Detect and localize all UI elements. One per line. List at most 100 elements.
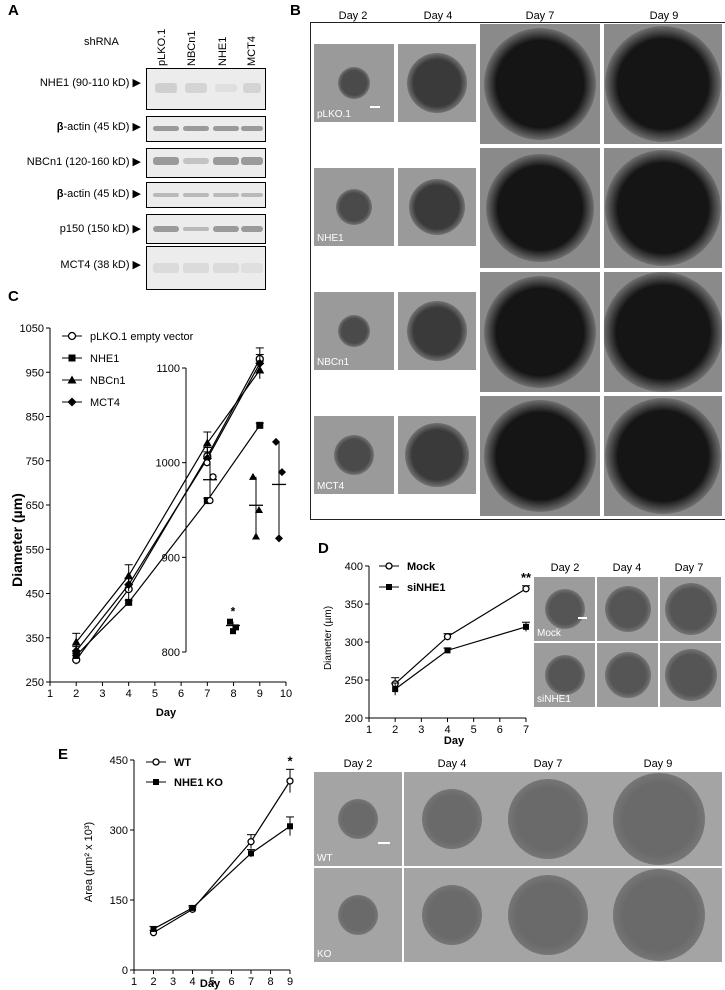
series-line — [75, 425, 261, 656]
legend-marker — [152, 758, 160, 766]
inset-data-point — [252, 532, 260, 540]
spheroid — [336, 189, 372, 225]
y-tick-label: 350 — [345, 599, 363, 611]
series-line — [75, 363, 261, 652]
x-tick-label: 4 — [126, 688, 132, 700]
panel-e-day2-header: Day 2 — [343, 758, 373, 770]
tile-label: NHE1 — [317, 233, 344, 244]
panel-e-ylabel: Area (µm² x 10³) — [83, 822, 95, 902]
panel-a-label: A — [8, 2, 19, 19]
spheroid — [407, 301, 467, 361]
inset-data-point — [203, 459, 211, 467]
data-point — [392, 686, 399, 693]
panel-b-image-plko1-day2: pLKO.1 — [314, 44, 394, 122]
y-tick-label: 550 — [26, 544, 44, 556]
blot-label-nhe1: NHE1 (90-110 kD) ▶ — [39, 77, 141, 89]
inset-data-point — [227, 618, 233, 625]
panel-d-image-mock-day2: Mock — [534, 577, 595, 641]
spheroid — [613, 869, 705, 961]
y-tick-label: 250 — [26, 677, 44, 689]
panel-d-ylabel: Diameter (µm) — [323, 606, 334, 670]
panel-c-label: C — [8, 288, 19, 305]
blot-p150 — [146, 214, 266, 244]
lane-label-mct4: MCT4 — [246, 36, 258, 66]
data-point — [71, 646, 81, 656]
data-point — [444, 647, 451, 654]
x-tick-label: 6 — [228, 976, 234, 988]
spheroid — [405, 423, 469, 487]
legend-entry: NHE1 — [90, 353, 119, 365]
panel-b-image-nhe1-day2: NHE1 — [314, 168, 394, 246]
shrna-label: shRNA — [84, 36, 119, 48]
blot-label-mct4: MCT4 (38 kD) ▶ — [60, 259, 141, 271]
legend-marker — [68, 354, 76, 362]
legend-marker — [385, 562, 393, 570]
tile-label: siNHE1 — [537, 694, 571, 705]
spheroid — [604, 272, 722, 392]
x-tick-label: 1 — [366, 724, 372, 736]
legend-marker — [67, 331, 77, 341]
x-tick-label: 5 — [471, 724, 477, 736]
spheroid — [484, 400, 596, 512]
spheroid — [604, 586, 651, 632]
panel-b-label: B — [290, 2, 301, 19]
spheroid — [605, 398, 721, 514]
inset-y-tick-label: 800 — [162, 647, 180, 659]
panel-d-day7-header: Day 7 — [674, 562, 704, 574]
x-tick-label: 9 — [287, 976, 293, 988]
data-point — [71, 637, 81, 646]
spheroid — [605, 26, 721, 142]
panel-b-image-nbcn1-day4 — [398, 292, 476, 370]
inset-significance-marker: * — [231, 605, 236, 619]
blot-mct4 — [146, 246, 266, 290]
x-tick-label: 2 — [150, 976, 156, 988]
panel-e-day4-header: Day 4 — [437, 758, 467, 770]
legend-marker — [153, 779, 159, 785]
spheroid — [664, 649, 717, 701]
panel-e-image-wt-day4 — [404, 772, 500, 866]
series-line — [394, 626, 527, 690]
panel-d-xlabel: Day — [444, 735, 465, 747]
panel-b-image-mct4-day2: MCT4 — [314, 416, 394, 494]
lane-label-nbcn1: NBCn1 — [186, 30, 198, 66]
inset-data-point — [272, 437, 280, 446]
legend-entry: NHE1 KO — [174, 777, 223, 789]
inset-data-point — [249, 472, 257, 480]
series-line — [75, 369, 261, 643]
x-tick-label: 10 — [280, 688, 292, 700]
blot-nbcn1 — [146, 148, 266, 178]
tile-label: KO — [317, 949, 332, 960]
data-point — [522, 585, 530, 593]
y-tick-label: 950 — [26, 367, 44, 379]
legend-marker — [67, 397, 77, 407]
panel-b-image-nbcn1-day7 — [480, 272, 600, 392]
x-tick-label: 8 — [230, 688, 236, 700]
data-point — [124, 580, 134, 590]
panel-d-image-sinhe1-day4 — [597, 643, 658, 707]
inset-data-point — [275, 534, 283, 543]
panel-e-image-ko-day4 — [404, 868, 500, 962]
legend-entry: MCT4 — [90, 397, 120, 409]
panel-d-image-mock-day7 — [660, 577, 721, 641]
legend-entry: WT — [174, 757, 191, 769]
data-point — [124, 571, 134, 580]
panel-c-ylabel: Diameter (µm) — [9, 493, 25, 587]
panel-d-image-mock-day4 — [597, 577, 658, 641]
panel-c-xlabel: Day — [156, 707, 177, 719]
panel-e-chart: 1 2 3 4 5 6 7 8 9 0 150 300 450 WT NHE1 KO * Area (µm² … — [83, 753, 294, 990]
spheroid — [334, 435, 374, 475]
lane-label-plko1: pLKO.1 — [156, 28, 168, 66]
spheroid — [484, 276, 596, 388]
x-tick-label: 6 — [178, 688, 184, 700]
panel-d-day4-header: Day 4 — [612, 562, 642, 574]
y-tick-label: 400 — [345, 561, 363, 573]
panel-d-label: D — [318, 540, 329, 557]
x-tick-label: 7 — [523, 724, 529, 736]
x-tick-label: 6 — [497, 724, 503, 736]
inset-data-point — [209, 473, 217, 481]
spheroid — [613, 773, 705, 865]
blot-nhe1 — [146, 68, 266, 110]
legend-entry: siNHE1 — [407, 582, 446, 594]
data-point — [150, 925, 157, 932]
panel-b-image-plko1-day7 — [480, 24, 600, 144]
